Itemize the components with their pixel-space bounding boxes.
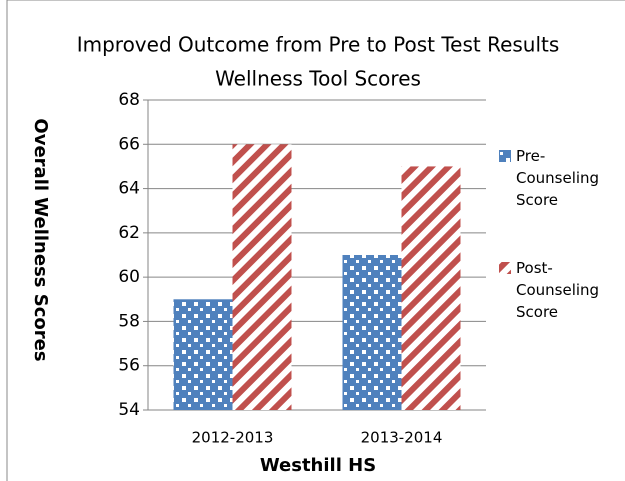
- y-tick-label: 60: [118, 267, 140, 287]
- chart-subtitle: Wellness Tool Scores: [215, 67, 421, 91]
- y-tick-label: 68: [118, 90, 140, 110]
- bar: [173, 299, 233, 410]
- y-tick-label: 58: [118, 311, 140, 331]
- chart-title: Improved Outcome from Pre to Post Test R…: [77, 33, 560, 57]
- y-axis-label: Overall Wellness Scores: [30, 118, 51, 361]
- x-tick-label: 2012-2013: [192, 429, 274, 447]
- frame: [6, 0, 625, 481]
- y-tick-label: 56: [118, 356, 140, 376]
- y-tick-label: 66: [118, 134, 140, 154]
- x-axis-label: Westhill HS: [260, 455, 376, 476]
- legend-swatch: [499, 262, 511, 274]
- bar: [232, 144, 292, 411]
- x-tick-label: 2013-2014: [361, 429, 443, 447]
- legend-label: Post-Counseling Score: [516, 259, 604, 321]
- bar: [342, 255, 402, 410]
- legend-label: Pre-Counseling Score: [516, 147, 604, 209]
- y-tick-label: 64: [118, 179, 140, 199]
- bar: [401, 166, 461, 410]
- y-tick-label: 54: [118, 400, 140, 420]
- y-tick-label: 62: [118, 223, 140, 243]
- legend-swatch: [499, 150, 511, 162]
